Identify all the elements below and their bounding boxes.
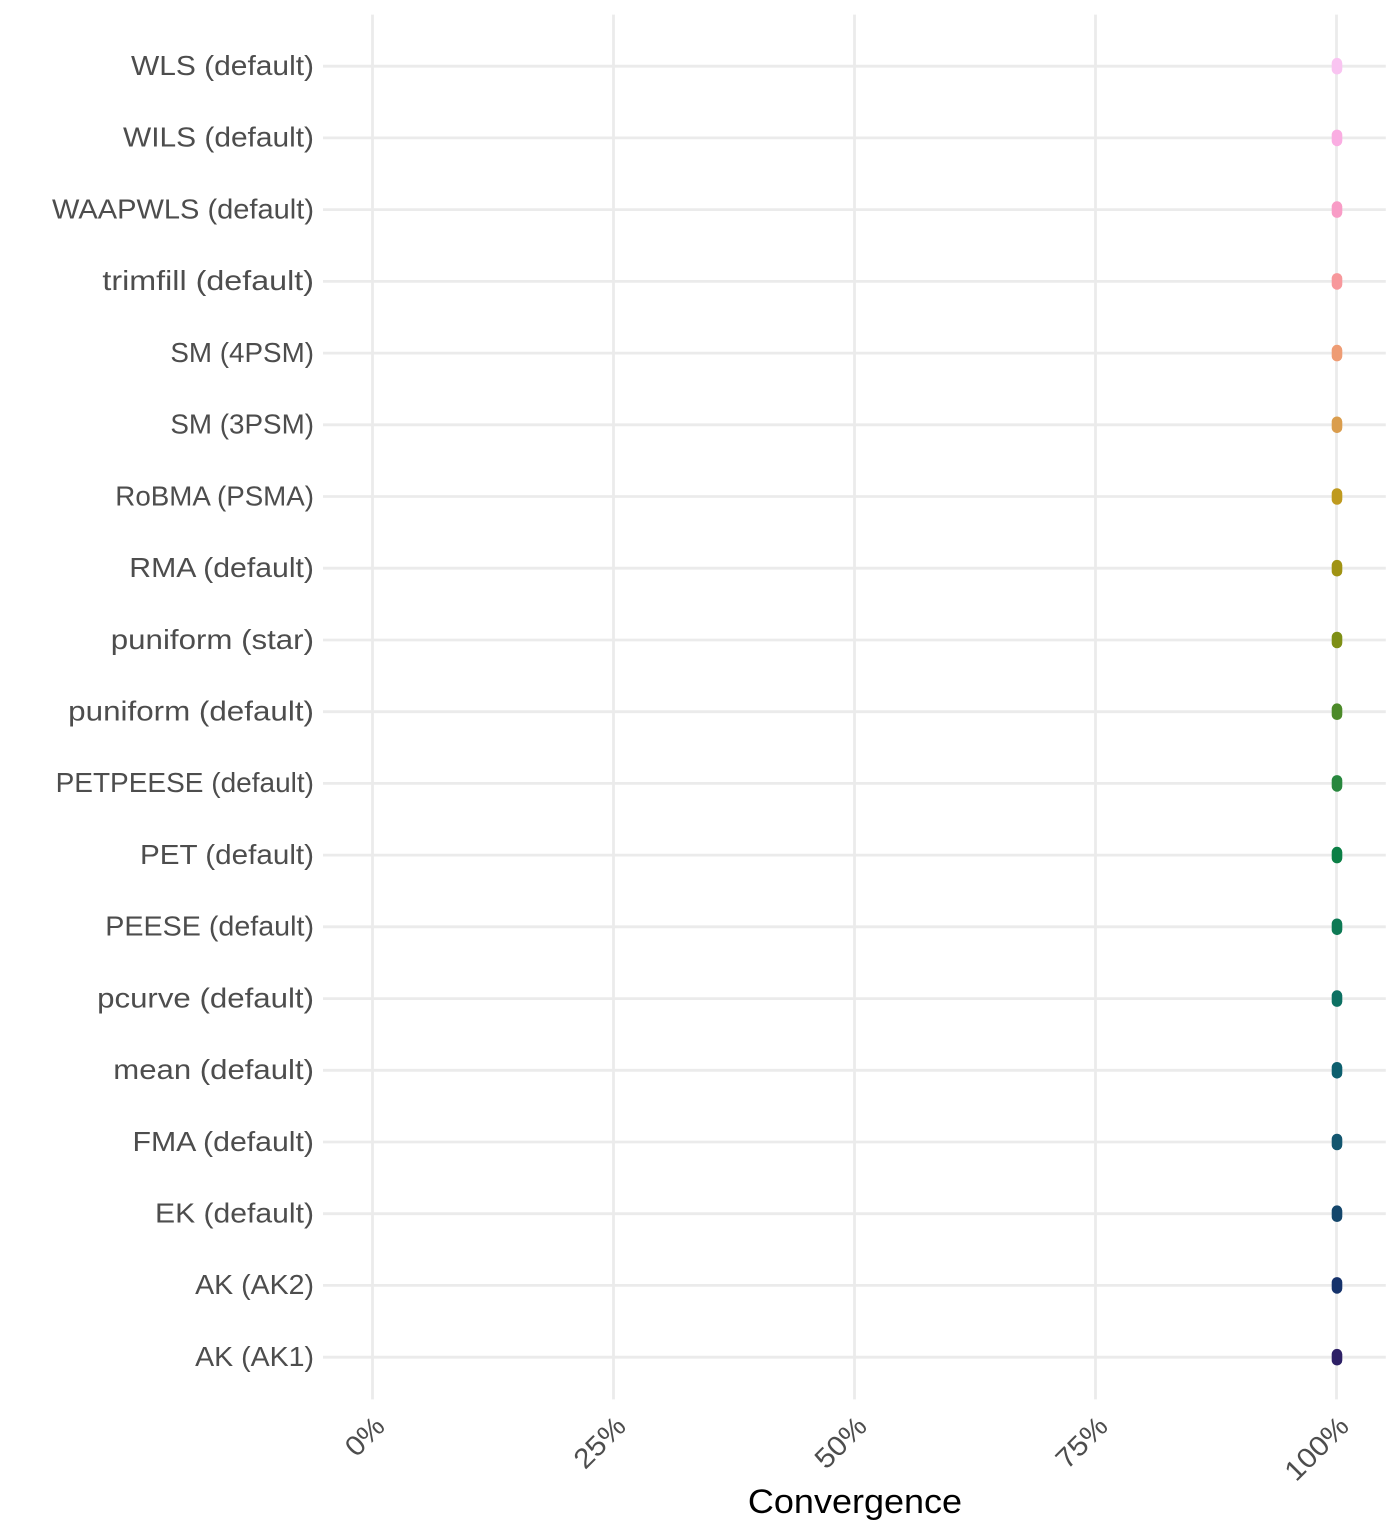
- svg-text:PEESE (default): PEESE (default): [105, 911, 314, 942]
- svg-text:pcurve (default): pcurve (default): [97, 982, 314, 1013]
- svg-text:SM (4PSM): SM (4PSM): [170, 337, 314, 368]
- svg-text:EK (default): EK (default): [155, 1198, 314, 1229]
- svg-text:WILS (default): WILS (default): [123, 122, 314, 153]
- svg-text:Convergence: Convergence: [748, 1483, 962, 1521]
- svg-text:trimfill (default): trimfill (default): [102, 265, 314, 296]
- svg-text:PETPEESE (default): PETPEESE (default): [56, 767, 314, 798]
- svg-text:AK (AK2): AK (AK2): [195, 1269, 314, 1300]
- svg-text:FMA (default): FMA (default): [133, 1126, 315, 1157]
- svg-text:WLS (default): WLS (default): [131, 50, 314, 81]
- svg-text:AK (AK1): AK (AK1): [195, 1341, 314, 1372]
- svg-text:puniform (default): puniform (default): [68, 696, 314, 727]
- svg-text:mean (default): mean (default): [113, 1054, 314, 1085]
- svg-text:SM (3PSM): SM (3PSM): [170, 409, 314, 440]
- svg-text:WAAPWLS (default): WAAPWLS (default): [52, 193, 314, 224]
- svg-text:puniform (star): puniform (star): [111, 624, 314, 655]
- svg-text:PET (default): PET (default): [140, 839, 314, 870]
- svg-text:RMA (default): RMA (default): [129, 552, 314, 583]
- svg-text:RoBMA (PSMA): RoBMA (PSMA): [115, 480, 314, 511]
